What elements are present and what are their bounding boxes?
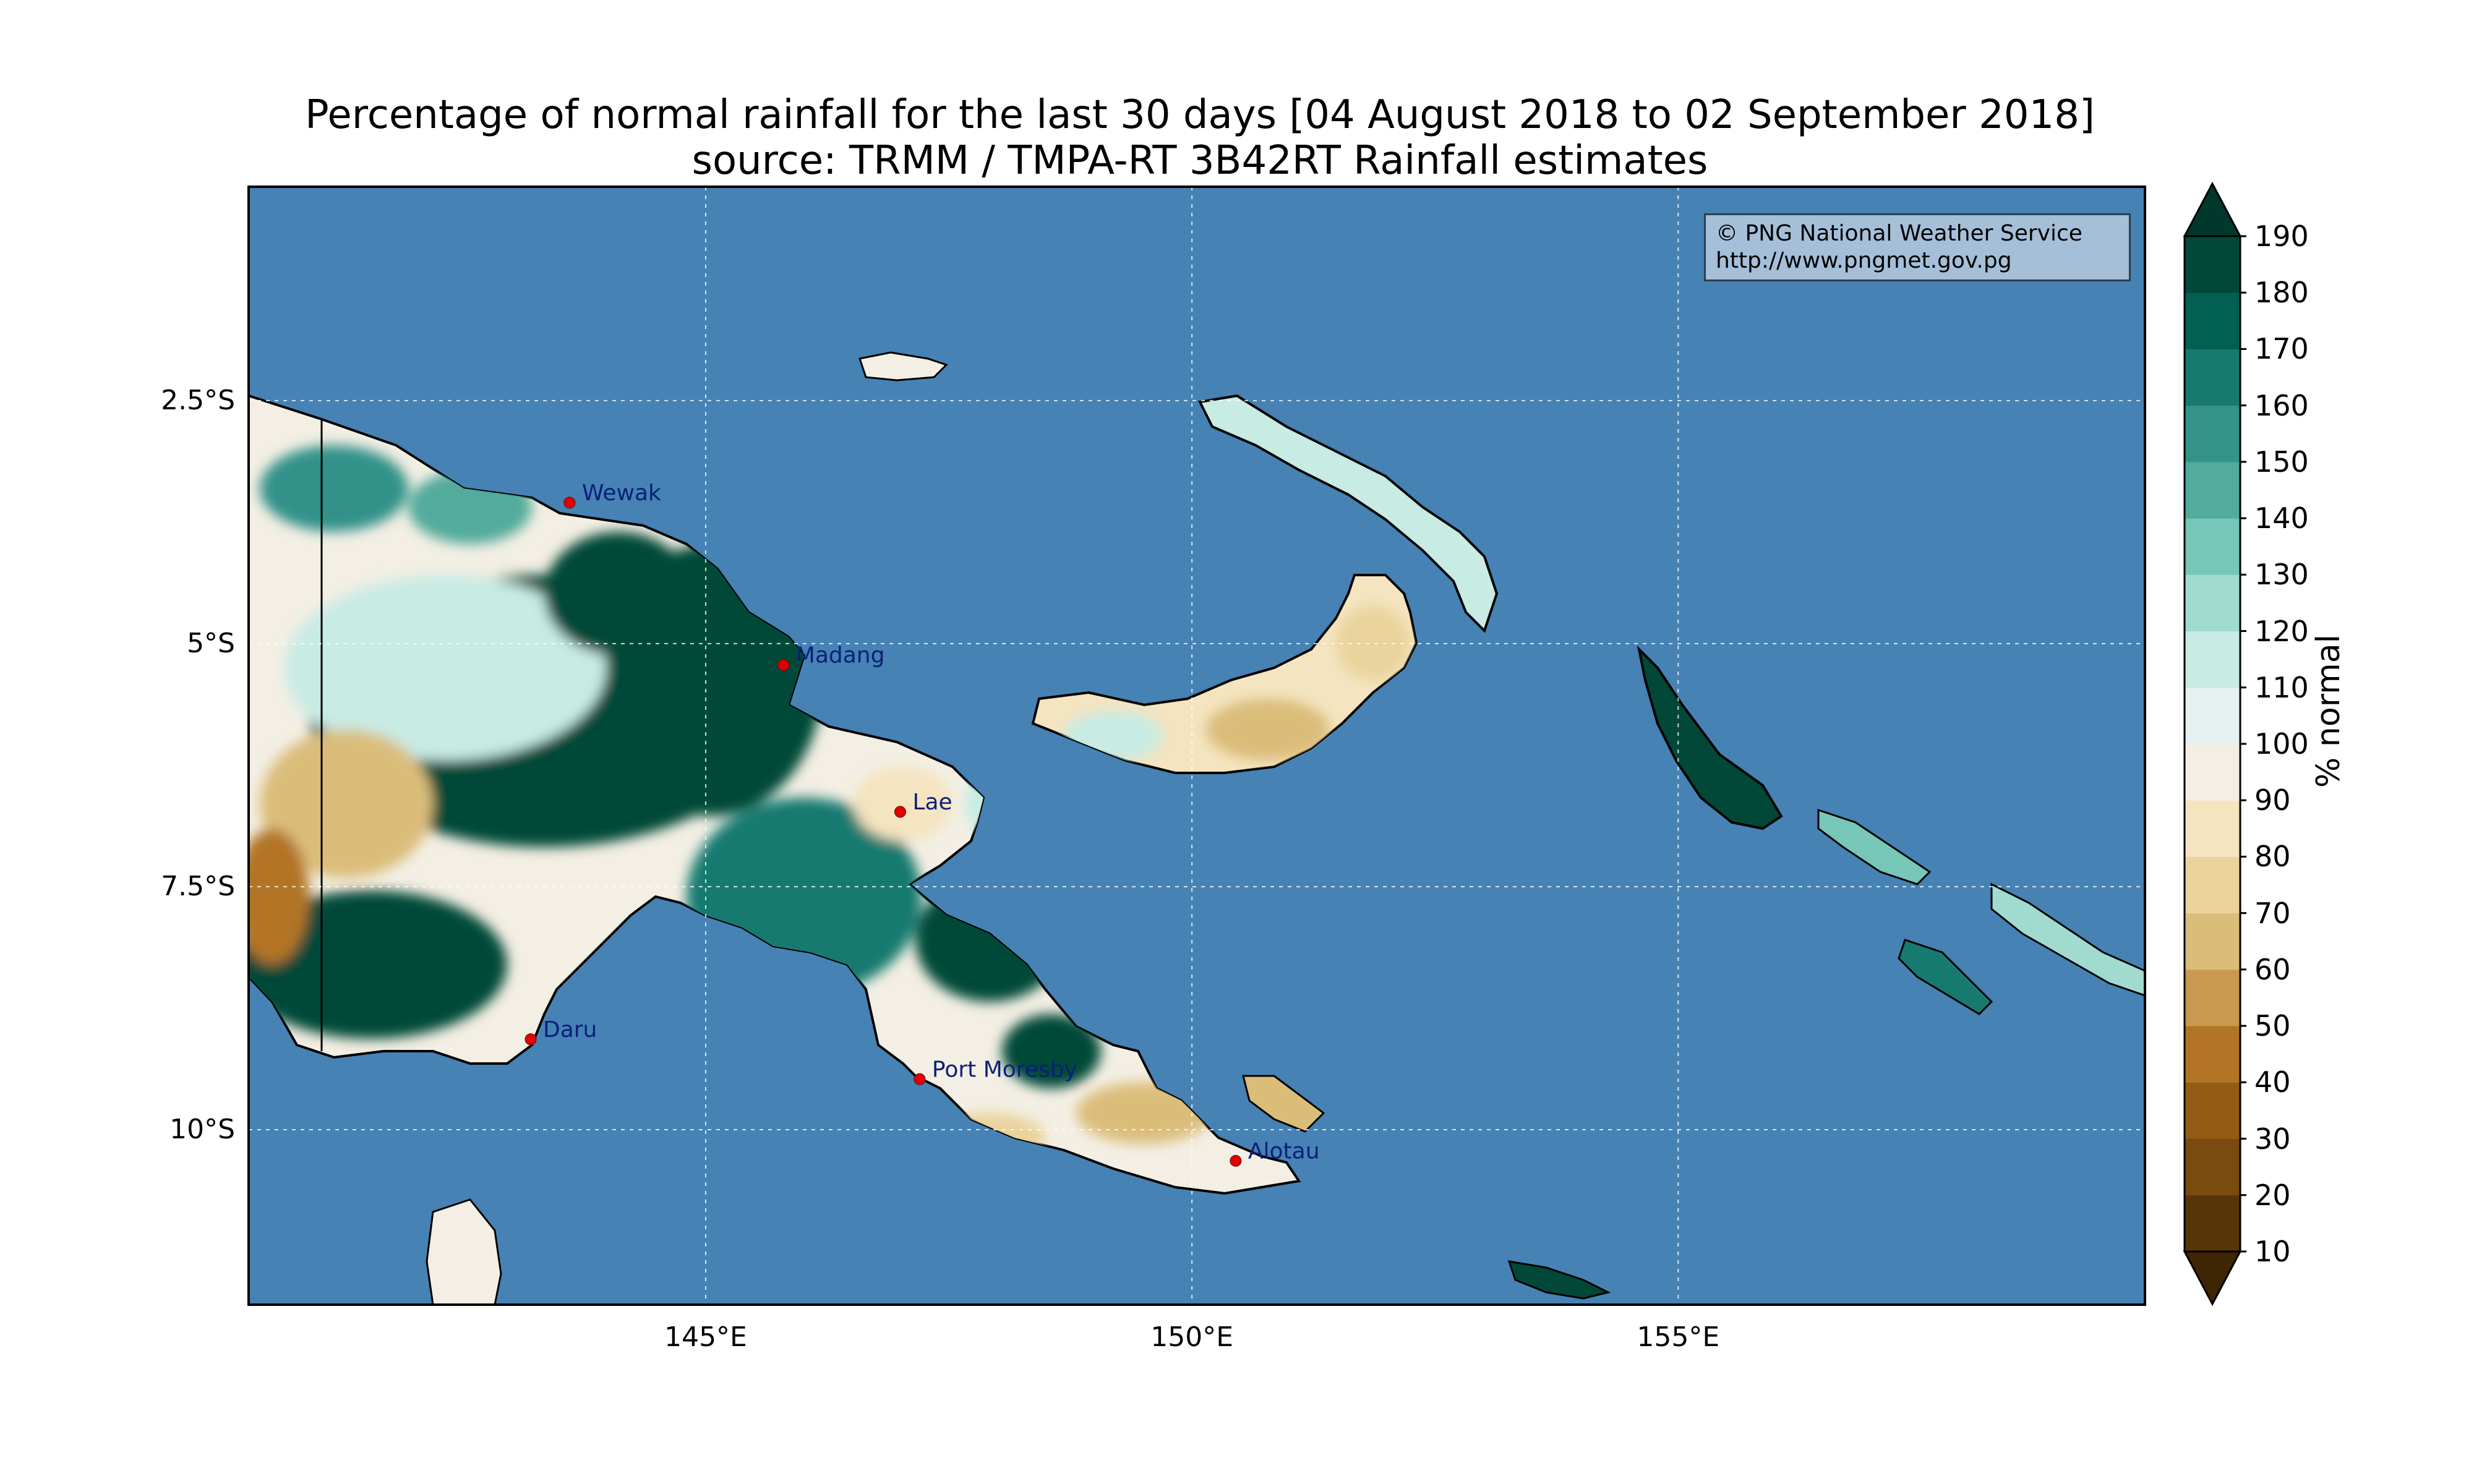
city-marker — [524, 1033, 537, 1046]
colorbar-segment — [2185, 236, 2240, 293]
colorbar-tick-label: 60 — [2254, 952, 2291, 986]
choiseul — [1817, 808, 1932, 885]
city-marker — [1230, 1154, 1242, 1167]
colorbar-segment — [2185, 349, 2240, 406]
colorbar-segment — [2185, 518, 2240, 575]
colorbar-segment — [2185, 1138, 2240, 1196]
colorbar-over-arrow — [2183, 181, 2242, 237]
dentrecasteaux-islands — [1242, 1075, 1325, 1133]
colorbar-segment — [2185, 856, 2240, 914]
lat-tick-label: 5°S — [187, 627, 235, 659]
credit-line-copyright: © PNG National Weather Service — [1716, 221, 2082, 246]
new-ireland — [1198, 394, 1499, 633]
lon-tick-label: 145°E — [664, 1321, 747, 1353]
colorbar-tick-label: 90 — [2254, 783, 2291, 817]
colorbar-segment — [2185, 405, 2240, 463]
lon-tick-label: 155°E — [1637, 1321, 1720, 1353]
city-marker — [777, 659, 790, 672]
colorbar-tick-label: 20 — [2254, 1178, 2291, 1212]
colorbar-segment — [2185, 1026, 2240, 1083]
colorbar-segment — [2185, 969, 2240, 1026]
colorbar-tick-label: 180 — [2254, 276, 2309, 310]
map-frame — [247, 186, 2146, 1306]
colorbar-tick-label: 30 — [2254, 1122, 2291, 1156]
colorbar-segment — [2185, 687, 2240, 744]
colorbar-tick-label: 120 — [2254, 614, 2309, 648]
city-label: Alotau — [1248, 1138, 1320, 1164]
colorbar-tick-label: 80 — [2254, 840, 2291, 874]
colorbar-tick-label: 140 — [2254, 501, 2309, 535]
map-subtitle: source: TRMM / TMPA-RT 3B42RT Rainfall e… — [691, 138, 1708, 184]
colorbar-tick-label: 160 — [2254, 388, 2309, 422]
new-britain — [1031, 574, 1418, 774]
city-label: Madang — [796, 643, 885, 668]
rossel-island — [1507, 1260, 1611, 1300]
colorbar-tick-label: 110 — [2254, 670, 2309, 704]
new-georgia — [1898, 939, 1993, 1015]
lat-tick-label: 7.5°S — [161, 870, 235, 902]
colorbar-tick-label: 130 — [2254, 558, 2309, 592]
colorbar-tick-label: 10 — [2254, 1235, 2291, 1268]
colorbar — [2183, 181, 2246, 1307]
colorbar-segment — [2185, 574, 2240, 632]
city-label: Lae — [912, 790, 952, 815]
lat-tick-label: 2.5°S — [161, 384, 235, 416]
colorbar-tick-label: 150 — [2254, 445, 2309, 479]
city-marker — [914, 1073, 926, 1085]
city-marker — [894, 806, 906, 818]
colorbar-segment — [2185, 292, 2240, 349]
credit-box: © PNG National Weather Service http://ww… — [1704, 213, 2131, 281]
bougainville — [1637, 645, 1783, 830]
colorbar-tick-label: 70 — [2254, 896, 2291, 930]
manus-island — [858, 351, 948, 382]
colorbar-segment — [2185, 744, 2240, 801]
map-title: Percentage of normal rainfall for the la… — [305, 92, 2095, 138]
lat-tick-label: 10°S — [169, 1114, 235, 1145]
city-label: Port Moresby — [932, 1057, 1077, 1082]
colorbar-segment — [2185, 631, 2240, 688]
colorbar-tick-label: 100 — [2254, 727, 2309, 761]
colorbar-tick-label: 50 — [2254, 1009, 2291, 1043]
colorbar-segment — [2185, 1195, 2240, 1252]
colorbar-tick-label: 40 — [2254, 1065, 2291, 1099]
colorbar-tick-label: 170 — [2254, 332, 2309, 366]
credit-line-url: http://www.pngmet.gov.pg — [1716, 248, 2012, 273]
city-label: Wewak — [582, 480, 661, 506]
city-label: Daru — [543, 1017, 597, 1043]
lon-tick-label: 150°E — [1150, 1321, 1234, 1353]
city-marker — [563, 497, 576, 509]
colorbar-segment — [2185, 461, 2240, 519]
colorbar-under-arrow — [2183, 1250, 2242, 1307]
colorbar-segment — [2185, 1082, 2240, 1140]
cape-york — [426, 1198, 502, 1305]
colorbar-segment — [2185, 913, 2240, 970]
city-markers: Wewak Madang Lae Daru Port Moresby Alotau — [524, 480, 1320, 1167]
colorbar-label: % normal — [2310, 634, 2347, 788]
colorbar-segment — [2185, 800, 2240, 857]
santa-isabel — [1990, 882, 2145, 997]
colorbar-tick-label: 190 — [2254, 220, 2309, 253]
